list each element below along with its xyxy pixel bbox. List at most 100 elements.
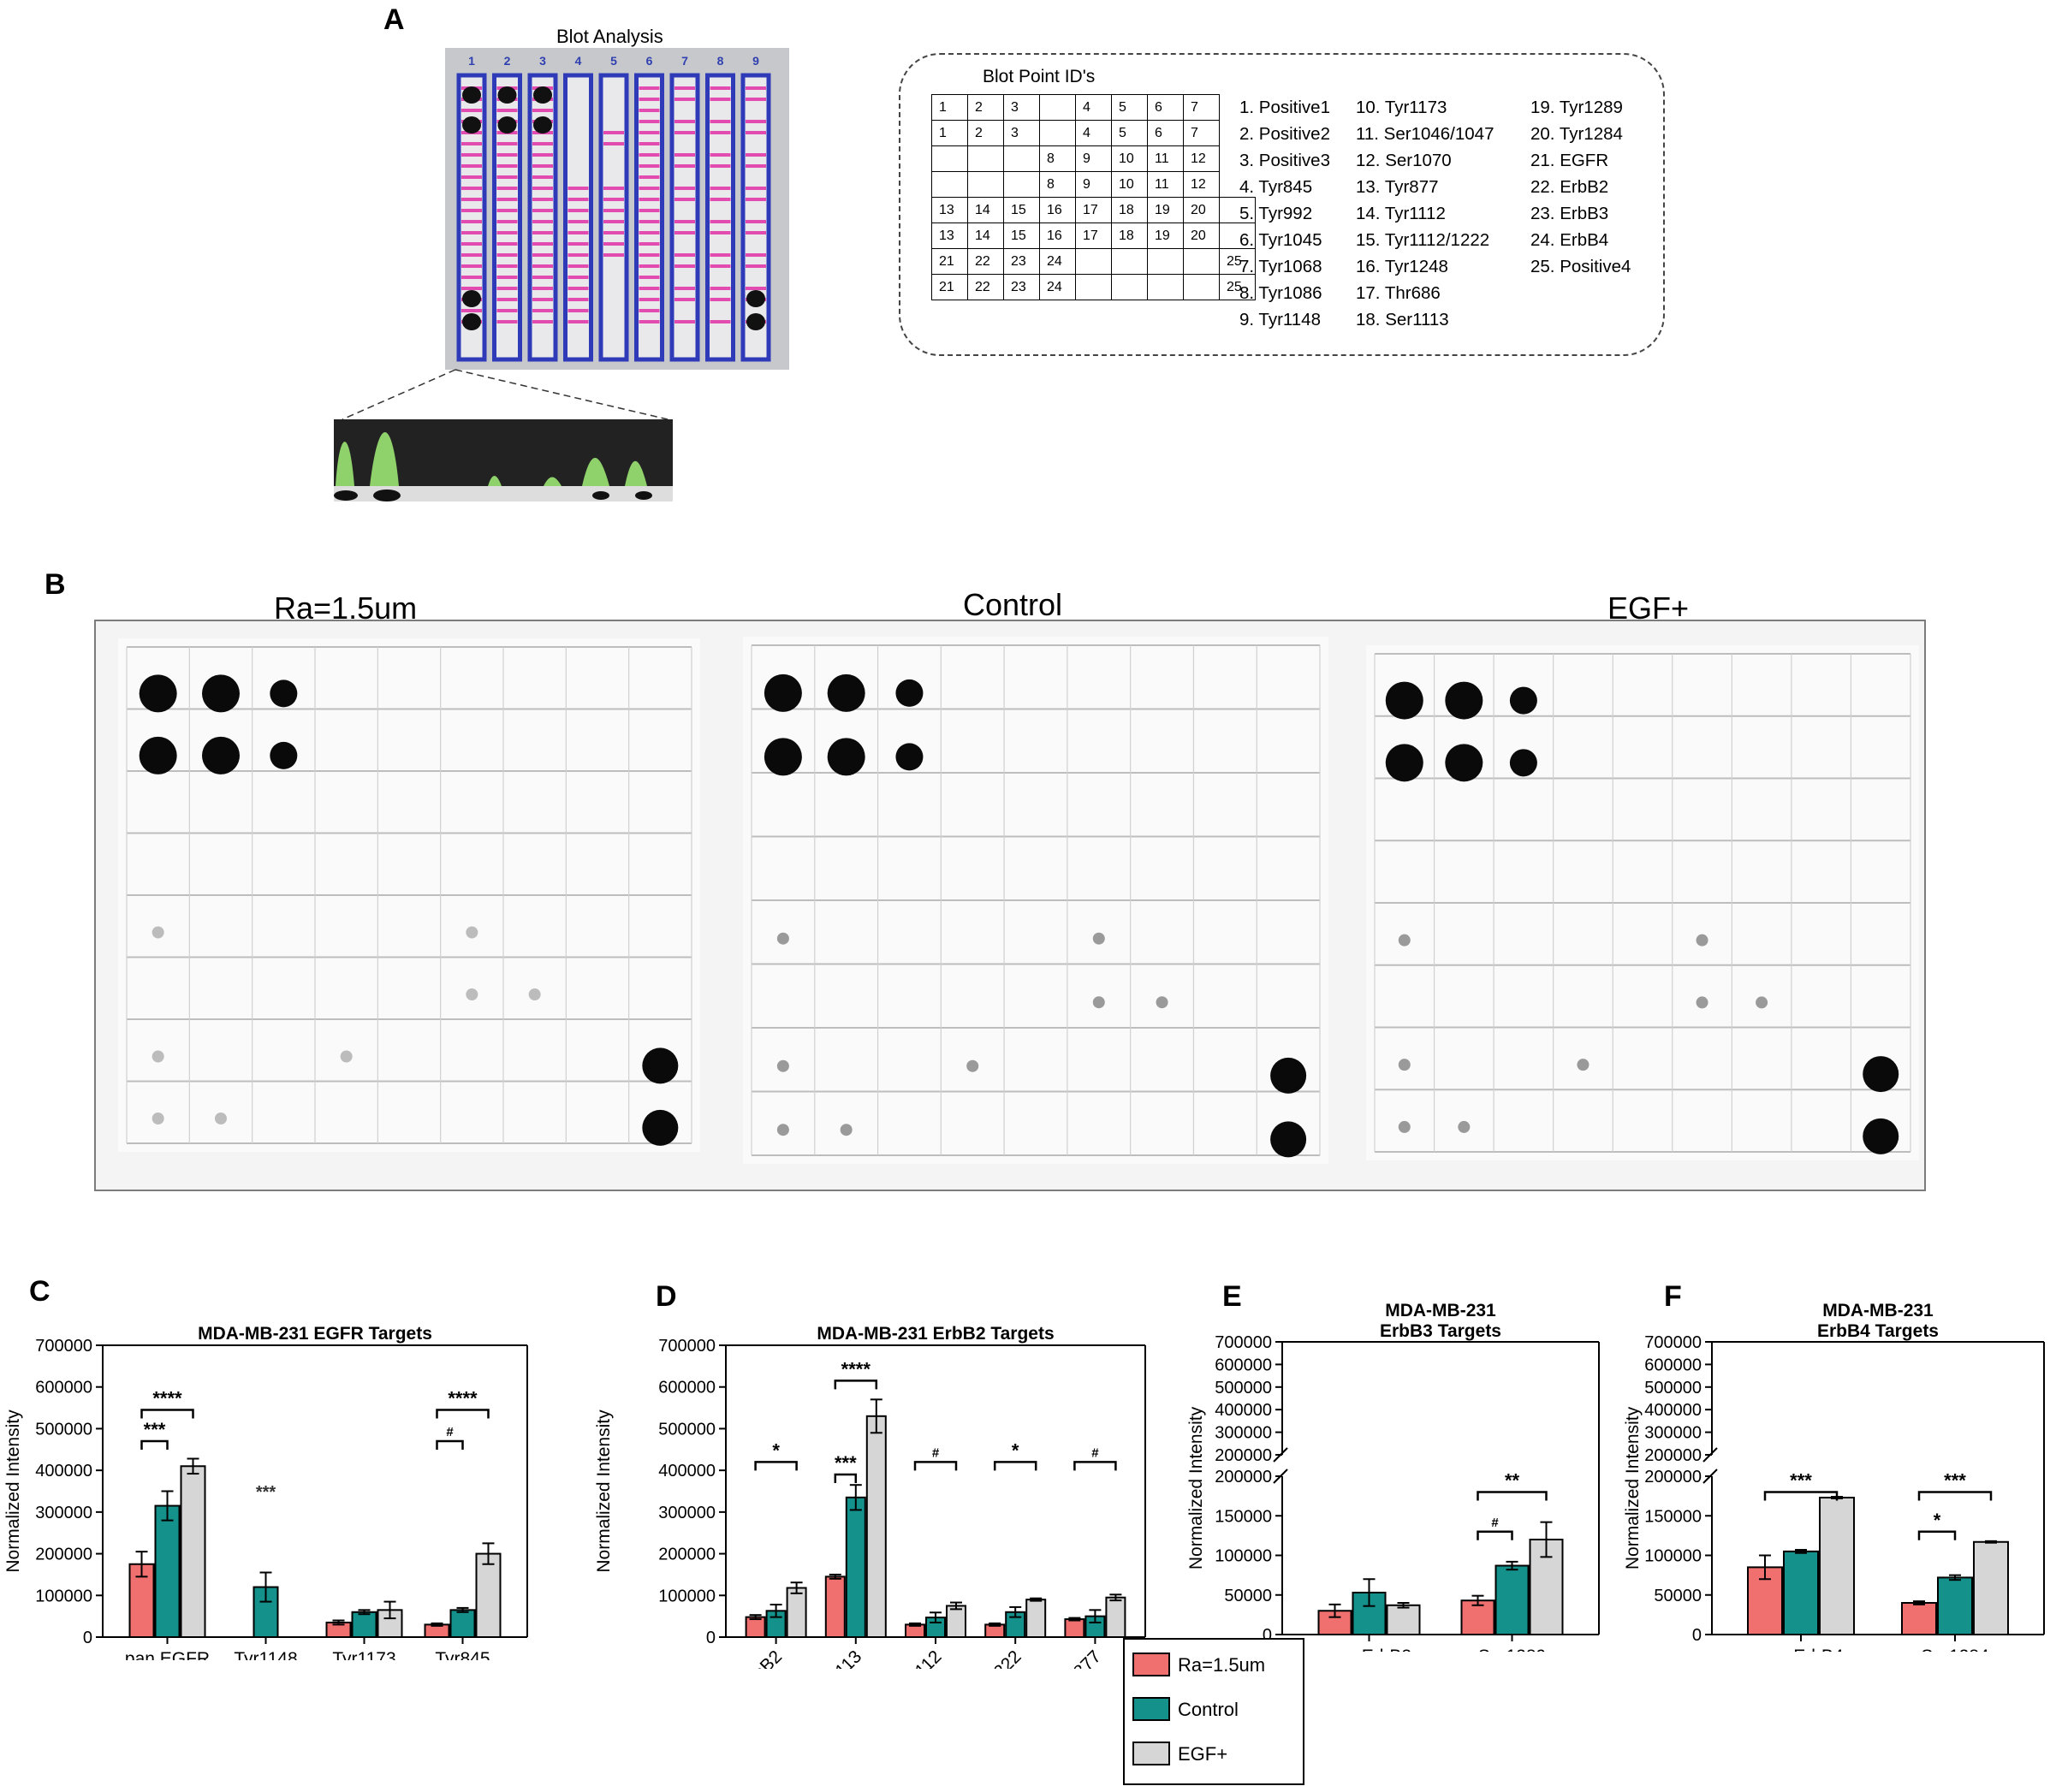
dot-blot-spot: [270, 741, 298, 769]
grid-cell: 18: [1111, 223, 1148, 249]
grid-cell: 11: [1147, 171, 1184, 198]
band-marker: [567, 242, 589, 246]
y-tick-label: 400000: [1644, 1401, 1702, 1420]
lane-number: 6: [646, 54, 653, 68]
dot-blot-spot: [1385, 681, 1423, 720]
band-marker: [639, 253, 660, 257]
grid-cell: 7: [1183, 120, 1220, 146]
faint-spot: [776, 932, 789, 945]
grid-cell: 20: [1183, 197, 1220, 223]
y-tick-label: 200000: [1644, 1446, 1702, 1465]
band-marker: [710, 220, 731, 223]
grid-cell: [1183, 274, 1220, 300]
y-tick-label: 100000: [658, 1587, 716, 1605]
faint-spot: [215, 1113, 227, 1124]
grid-row: 8 9 10 11 12: [931, 145, 1256, 172]
band-marker: [496, 264, 518, 268]
blot-point-id-grid: 1 2 3 4 5 6 7 1 2 3 4 5 6 7 8 9 10 11 12 8 9 10 11 12 13 14 15 16 17…: [931, 94, 1256, 300]
grid-cell: [1039, 120, 1076, 146]
grid-cell: 13: [931, 223, 968, 249]
dot-blot-spot: [764, 673, 802, 712]
dot-blot-spot: [895, 679, 924, 707]
dot-blot-spot: [827, 673, 865, 712]
dot-blot-spot: [202, 674, 240, 713]
grid-cell: 15: [1003, 223, 1040, 249]
grid-row: 21 22 23 24 25: [931, 274, 1256, 300]
band-marker: [603, 187, 624, 190]
band-marker: [532, 109, 553, 112]
dot-blot-spot: [139, 674, 177, 713]
band-marker: [461, 231, 482, 234]
y-tick-label: 600000: [1644, 1356, 1702, 1374]
dot-blot-frame: [94, 620, 1926, 1191]
blot-point-id-item: 19. Tyr1289: [1530, 98, 1623, 117]
band-marker: [639, 309, 660, 312]
band-marker: [639, 120, 660, 123]
grid-cell: 3: [1003, 94, 1040, 121]
faint-spot: [776, 1059, 789, 1072]
band-marker: [710, 298, 731, 301]
y-axis-label: Normalized Intensity: [1186, 1406, 1206, 1569]
significance-label: #: [446, 1425, 454, 1439]
blot-point-id-item: 18. Ser1113: [1356, 310, 1449, 329]
band-marker: [496, 198, 518, 201]
band-marker: [639, 287, 660, 290]
band-marker: [603, 220, 624, 223]
lane-number: 4: [575, 54, 582, 68]
dot-blot-spot: [202, 736, 240, 774]
grid-cell: 16: [1039, 197, 1076, 223]
lane-box: [598, 73, 629, 362]
blot-point-id-title: Blot Point ID's: [983, 67, 1096, 86]
significance-bracket: [140, 1439, 169, 1451]
condition-label-control: Control: [963, 587, 1063, 622]
y-tick-label: 150000: [1644, 1507, 1702, 1526]
grid-cell: 8: [1039, 145, 1076, 172]
grid-cell: 10: [1111, 145, 1148, 172]
grid-cell: [1075, 274, 1112, 300]
dot-blot-spot: [1270, 1121, 1307, 1158]
band-marker: [639, 164, 660, 168]
faint-spot: [1092, 932, 1105, 945]
band-marker: [567, 287, 589, 290]
faint-spot: [528, 988, 541, 1000]
y-tick-label: 50000: [1654, 1587, 1702, 1605]
faint-spot: [1756, 996, 1768, 1009]
band-marker: [567, 264, 589, 268]
blot-analysis-title: Blot Analysis: [556, 26, 663, 47]
x-tick-label: Ser1289: [1478, 1647, 1546, 1652]
blot-dot: [746, 313, 765, 330]
band-marker: [639, 86, 660, 90]
band-marker: [532, 298, 553, 301]
grid-row: 13 14 15 16 17 18 19 20: [931, 197, 1256, 223]
chart-title: MDA-MB-231: [1385, 1301, 1496, 1320]
faint-spot: [1398, 934, 1411, 946]
grid-cell: 13: [931, 197, 968, 223]
band-marker: [496, 153, 518, 157]
y-tick-label: 600000: [35, 1379, 92, 1397]
significance-label: ***: [256, 1483, 276, 1502]
significance-label: ****: [448, 1388, 478, 1409]
band-marker: [461, 287, 482, 290]
grid-cell: 2: [967, 94, 1004, 121]
blot-point-id-item: 4. Tyr845: [1239, 177, 1313, 197]
y-tick-label: 200000: [1644, 1468, 1702, 1486]
band-marker: [674, 320, 695, 323]
band-marker: [496, 142, 518, 145]
blot-dot: [462, 86, 481, 104]
grid-cell: 9: [1075, 145, 1112, 172]
significance-bracket: [1917, 1530, 1957, 1540]
blot-point-id-item: 7. Tyr1068: [1239, 257, 1322, 276]
significance-bracket: [834, 1473, 858, 1484]
band-marker: [639, 98, 660, 101]
band-marker: [710, 287, 731, 290]
y-axis-label: Normalized Intensity: [594, 1409, 614, 1573]
blot-dot: [462, 313, 481, 330]
bar: [475, 1552, 502, 1639]
x-tick-label: pan ErbB3: [1327, 1647, 1411, 1652]
grid-cell: 14: [967, 197, 1004, 223]
grid-cell: 21: [931, 274, 968, 300]
legend-swatch: [1132, 1697, 1170, 1721]
dot-blot-spot: [1445, 744, 1483, 782]
series-legend-entries: Ra=1.5um Control EGF+: [1132, 1653, 1265, 1765]
